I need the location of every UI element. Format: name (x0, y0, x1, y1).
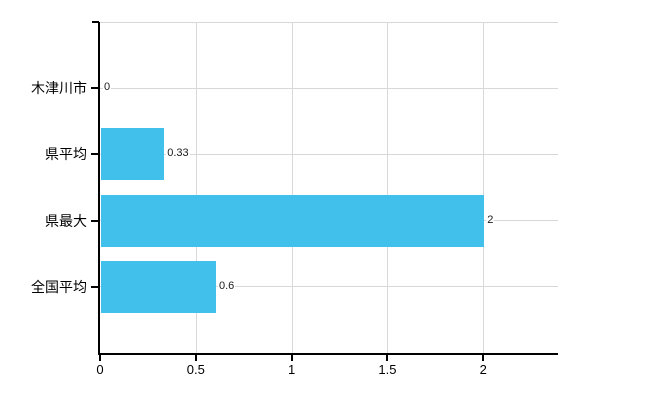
category-tick (91, 87, 99, 90)
category-tick (91, 153, 99, 156)
value-label: 0.33 (166, 147, 190, 161)
bar-県平均 (101, 128, 165, 181)
x-tick-label: 1 (288, 362, 296, 377)
horizontal-gridline (100, 87, 558, 89)
x-axis-line (98, 353, 558, 355)
bar-全国平均 (101, 260, 216, 313)
x-tick-label: 0 (96, 362, 104, 377)
x-tick (482, 355, 485, 361)
x-tick (290, 355, 293, 361)
x-tick (194, 355, 197, 361)
category-label-木津川市: 木津川市 (31, 80, 87, 97)
x-tick-label: 0.5 (186, 362, 205, 377)
value-label: 0 (103, 81, 112, 95)
value-label: 0.6 (217, 279, 236, 293)
horizontal-gridline (100, 286, 558, 288)
plot-top-border (100, 22, 558, 23)
category-label-全国平均: 全国平均 (31, 278, 87, 295)
category-tick (91, 285, 99, 288)
vertical-gridline (387, 22, 389, 353)
y-axis-top-tick (92, 21, 99, 23)
x-tick (99, 355, 101, 361)
value-label: 2 (486, 213, 495, 227)
vertical-gridline (483, 22, 485, 353)
category-tick (91, 219, 99, 222)
x-tick (386, 355, 389, 361)
category-label-県最大: 県最大 (45, 212, 87, 229)
bar-県最大 (101, 194, 485, 247)
vertical-gridline (291, 22, 293, 353)
horizontal-gridline (100, 153, 558, 155)
x-tick-label: 2 (479, 362, 487, 377)
y-axis-line (98, 22, 100, 355)
x-tick-label: 1.5 (378, 362, 397, 377)
category-label-県平均: 県平均 (45, 146, 87, 163)
vertical-gridline (195, 22, 197, 353)
